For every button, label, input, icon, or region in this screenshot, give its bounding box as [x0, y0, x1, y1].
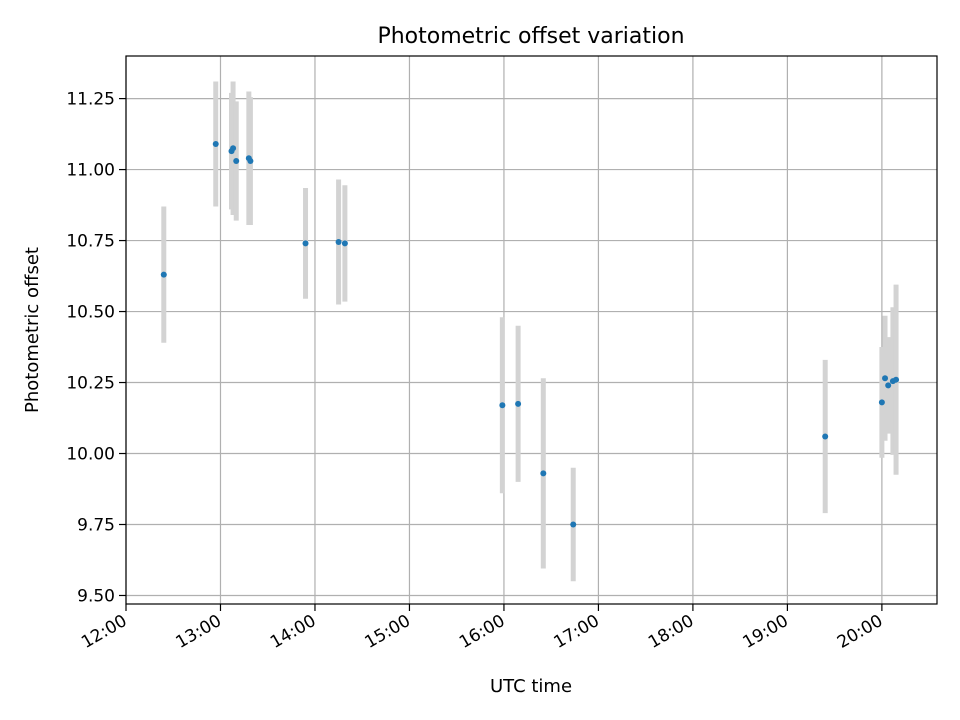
- y-tick-label: 11.25: [66, 90, 115, 110]
- data-point: [212, 141, 219, 148]
- y-tick-label: 11.00: [66, 161, 115, 181]
- data-point: [878, 399, 885, 406]
- data-point: [341, 240, 348, 247]
- error-bars: [161, 81, 899, 582]
- data-point: [893, 376, 900, 383]
- data-point: [499, 402, 506, 409]
- x-tick-label: 12:00: [78, 611, 130, 653]
- data-point: [540, 470, 547, 477]
- x-tick-label: 16:00: [456, 611, 508, 653]
- data-point: [822, 433, 829, 440]
- data-points: [160, 141, 900, 528]
- x-tick-label: 18:00: [645, 611, 697, 653]
- x-tick-label: 13:00: [173, 611, 225, 653]
- data-point: [230, 145, 237, 152]
- y-tick-label: 10.75: [66, 232, 115, 252]
- data-point: [233, 158, 240, 165]
- data-point: [515, 400, 522, 407]
- y-tick-label: 10.50: [66, 303, 115, 323]
- plot-frame: [125, 55, 938, 605]
- x-tick-label: 15:00: [362, 611, 414, 653]
- y-tick-label: 9.50: [77, 586, 115, 606]
- data-point: [882, 375, 889, 382]
- data-point: [885, 382, 892, 389]
- y-axis-label: Photometric offset: [22, 247, 43, 413]
- x-tick-label: 14:00: [267, 611, 319, 653]
- data-point: [302, 240, 309, 247]
- data-point: [160, 271, 167, 278]
- grid-lines: [125, 56, 937, 604]
- x-tick-label: 17:00: [550, 611, 602, 653]
- y-tick-label: 10.25: [66, 374, 115, 394]
- y-tick-label: 10.00: [66, 445, 115, 465]
- data-point: [335, 238, 342, 245]
- x-tick-label: 19:00: [739, 611, 791, 653]
- y-tick-label: 9.75: [77, 515, 115, 535]
- x-axis-label: UTC time: [490, 676, 572, 697]
- data-point: [570, 521, 577, 528]
- data-point: [247, 158, 254, 165]
- x-axis-ticks: 12:00 13:00 14:00 15:00 16:00 17:00 18:00 19:00…: [78, 604, 886, 653]
- y-axis-ticks: 9.50 9.75 10.00 10.25 10.50 10.75 11.00 11.25: [66, 90, 126, 606]
- chart-title: Photometric offset variation: [377, 24, 684, 49]
- x-tick-label: 20:00: [834, 611, 886, 653]
